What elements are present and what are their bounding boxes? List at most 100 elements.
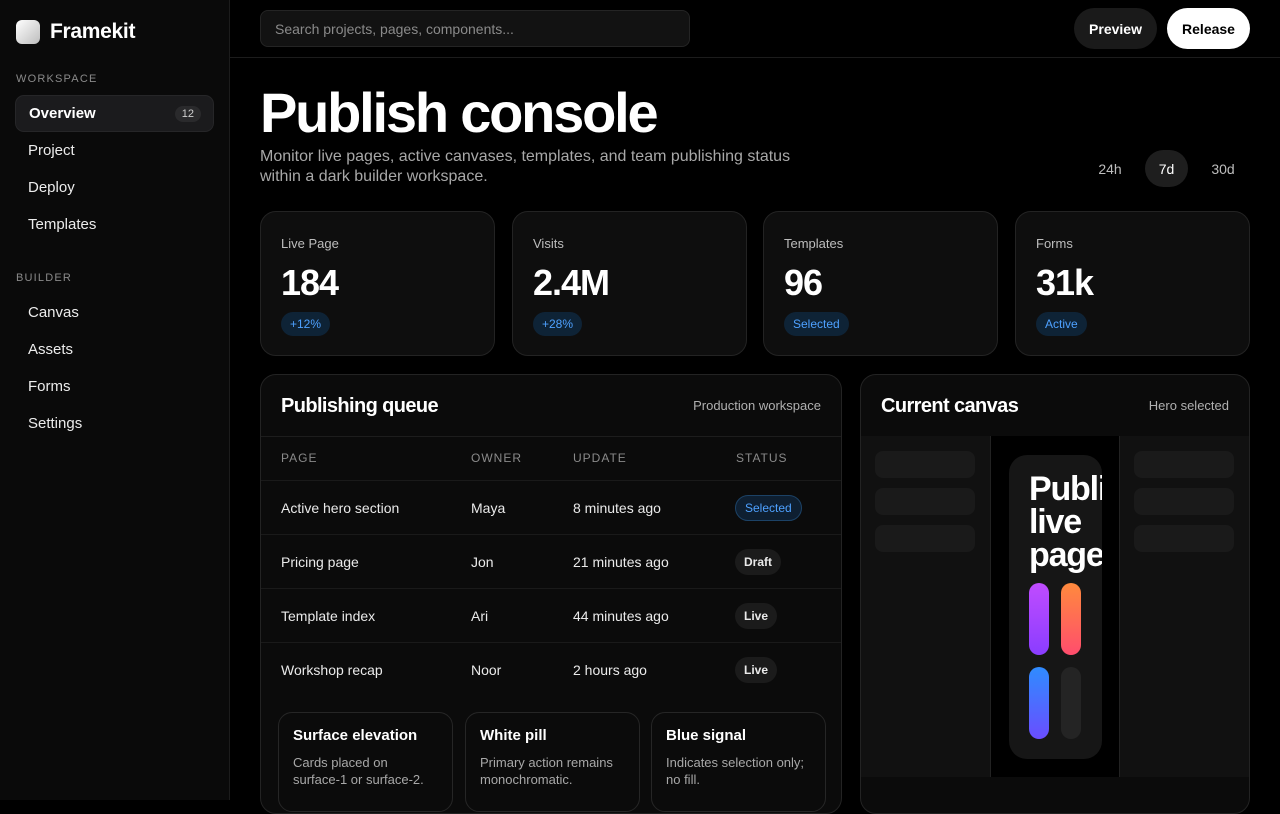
sidebar-item-label: Overview xyxy=(29,105,96,122)
sidebar-item-assets[interactable]: Assets xyxy=(15,331,214,368)
range-7d-button[interactable]: 7d xyxy=(1145,150,1188,187)
sidebar-item-label: Canvas xyxy=(28,304,79,321)
sidebar-item-templates[interactable]: Templates xyxy=(15,206,214,243)
stat-label: Forms xyxy=(1036,236,1073,251)
cell-update: 2 hours ago xyxy=(573,662,647,678)
publishing-queue-panel: Publishing queue Production workspace PA… xyxy=(260,374,842,814)
column-header-page[interactable]: PAGE xyxy=(281,451,318,465)
note-desc: Primary action remains monochromatic. xyxy=(480,755,613,787)
release-button[interactable]: Release xyxy=(1167,8,1250,49)
column-header-owner[interactable]: OWNER xyxy=(471,451,522,465)
stat-value: 2.4M xyxy=(533,262,610,303)
property-placeholder[interactable] xyxy=(1134,451,1234,478)
stat-card-forms[interactable]: Forms 31k Active xyxy=(1015,211,1250,356)
topbar: Preview Release xyxy=(230,0,1280,58)
column-header-status[interactable]: STATUS xyxy=(736,451,788,465)
cell-update: 8 minutes ago xyxy=(573,500,661,516)
status-badge: Live xyxy=(735,657,778,683)
sidebar-item-settings[interactable]: Settings xyxy=(15,405,214,442)
note-card-white-pill: White pill Primary action remains monoch… xyxy=(465,712,640,812)
framekit-logo-icon xyxy=(16,20,40,44)
table-row[interactable]: Workshop recap Noor 2 hours ago Live xyxy=(261,642,841,696)
property-placeholder[interactable] xyxy=(1134,488,1234,515)
canvas-meta: Hero selected xyxy=(1148,398,1229,413)
empty-swatch[interactable] xyxy=(1061,667,1081,739)
cell-owner: Ari xyxy=(471,608,489,624)
stat-value: 96 xyxy=(784,262,823,303)
overview-count-badge: 12 xyxy=(174,105,201,122)
table-row[interactable]: Template index Ari 44 minutes ago Live xyxy=(261,588,841,642)
cell-update: 44 minutes ago xyxy=(573,608,669,624)
stat-value: 31k xyxy=(1036,262,1094,303)
cell-update: 21 minutes ago xyxy=(573,554,669,570)
note-desc: Cards placed on surface-1 or surface-2. xyxy=(293,755,424,787)
property-placeholder[interactable] xyxy=(1134,525,1234,552)
brand-name: Framekit xyxy=(50,20,136,43)
status-badge: Draft xyxy=(735,549,782,575)
brand[interactable]: Framekit xyxy=(16,20,135,44)
note-card-surface-elevation: Surface elevation Cards placed on surfac… xyxy=(278,712,453,812)
stat-label: Templates xyxy=(784,236,844,251)
sidebar-item-label: Settings xyxy=(28,415,83,432)
cell-page: Active hero section xyxy=(281,500,400,516)
stat-label: Visits xyxy=(533,236,564,251)
column-header-update[interactable]: UPDATE xyxy=(573,451,627,465)
stat-badge: +12% xyxy=(281,312,331,336)
cell-owner: Jon xyxy=(471,554,494,570)
workspace-section-label: WORKSPACE xyxy=(16,73,98,85)
stat-value: 184 xyxy=(281,262,339,303)
note-desc: Indicates selection only; no fill. xyxy=(666,755,805,787)
sidebar-item-project[interactable]: Project xyxy=(15,132,214,169)
page-subtitle: Monitor live pages, active canvases, tem… xyxy=(260,148,791,185)
panel-divider xyxy=(261,436,841,437)
status-badge: Live xyxy=(735,603,778,629)
stat-card-templates[interactable]: Templates 96 Selected xyxy=(763,211,998,356)
range-24h-button[interactable]: 24h xyxy=(1098,160,1122,177)
sidebar: Framekit WORKSPACE Overview 12 Project D… xyxy=(0,0,230,800)
device-preview-frame[interactable]: Publishlivepages xyxy=(1009,455,1102,759)
layer-placeholder[interactable] xyxy=(875,451,975,478)
stat-badge: Active xyxy=(1036,312,1087,336)
stat-card-visits[interactable]: Visits 2.4M +28% xyxy=(512,211,747,356)
status-badge: Selected xyxy=(735,495,802,521)
table-row[interactable]: Active hero section Maya 8 minutes ago S… xyxy=(261,480,841,534)
preview-hero-text: Publishlivepages xyxy=(1029,470,1102,574)
cell-page: Template index xyxy=(281,608,376,624)
purple-swatch[interactable] xyxy=(1029,583,1049,655)
stat-card-live-page[interactable]: Live Page 184 +12% xyxy=(260,211,495,356)
cell-page: Workshop recap xyxy=(281,662,383,678)
search-input[interactable] xyxy=(260,10,690,47)
note-title: White pill xyxy=(480,727,547,744)
range-30d-button[interactable]: 30d xyxy=(1211,160,1235,177)
queue-title: Publishing queue xyxy=(281,395,439,417)
note-title: Blue signal xyxy=(666,727,747,744)
orange-swatch[interactable] xyxy=(1061,583,1081,655)
note-title: Surface elevation xyxy=(293,727,418,744)
stat-badge: Selected xyxy=(784,312,849,336)
sidebar-item-canvas[interactable]: Canvas xyxy=(15,294,214,331)
table-row[interactable]: Pricing page Jon 21 minutes ago Draft xyxy=(261,534,841,588)
page-title: Publish console xyxy=(260,81,659,144)
sidebar-item-label: Templates xyxy=(28,216,97,233)
cell-page: Pricing page xyxy=(281,554,359,570)
canvas-artboard[interactable]: Publishlivepages xyxy=(990,436,1120,777)
canvas-title: Current canvas xyxy=(881,395,1019,417)
queue-meta: Production workspace xyxy=(693,398,821,413)
builder-section-label: BUILDER xyxy=(16,272,73,284)
sidebar-item-deploy[interactable]: Deploy xyxy=(15,169,214,206)
preview-button[interactable]: Preview xyxy=(1074,8,1157,49)
sidebar-item-forms[interactable]: Forms xyxy=(15,368,214,405)
current-canvas-panel: Current canvas Hero selected Publishlive… xyxy=(860,374,1250,814)
canvas-workspace[interactable]: Publishlivepages xyxy=(861,436,1249,777)
layer-placeholder[interactable] xyxy=(875,525,975,552)
cell-owner: Noor xyxy=(471,662,502,678)
sidebar-item-overview[interactable]: Overview 12 xyxy=(15,95,214,132)
sidebar-item-label: Deploy xyxy=(28,179,75,196)
sidebar-item-label: Forms xyxy=(28,378,71,395)
blue-swatch[interactable] xyxy=(1029,667,1049,739)
cell-owner: Maya xyxy=(471,500,506,516)
stat-badge: +28% xyxy=(533,312,583,336)
note-card-blue-signal: Blue signal Indicates selection only; no… xyxy=(651,712,826,812)
layer-placeholder[interactable] xyxy=(875,488,975,515)
sidebar-item-label: Assets xyxy=(28,341,74,358)
